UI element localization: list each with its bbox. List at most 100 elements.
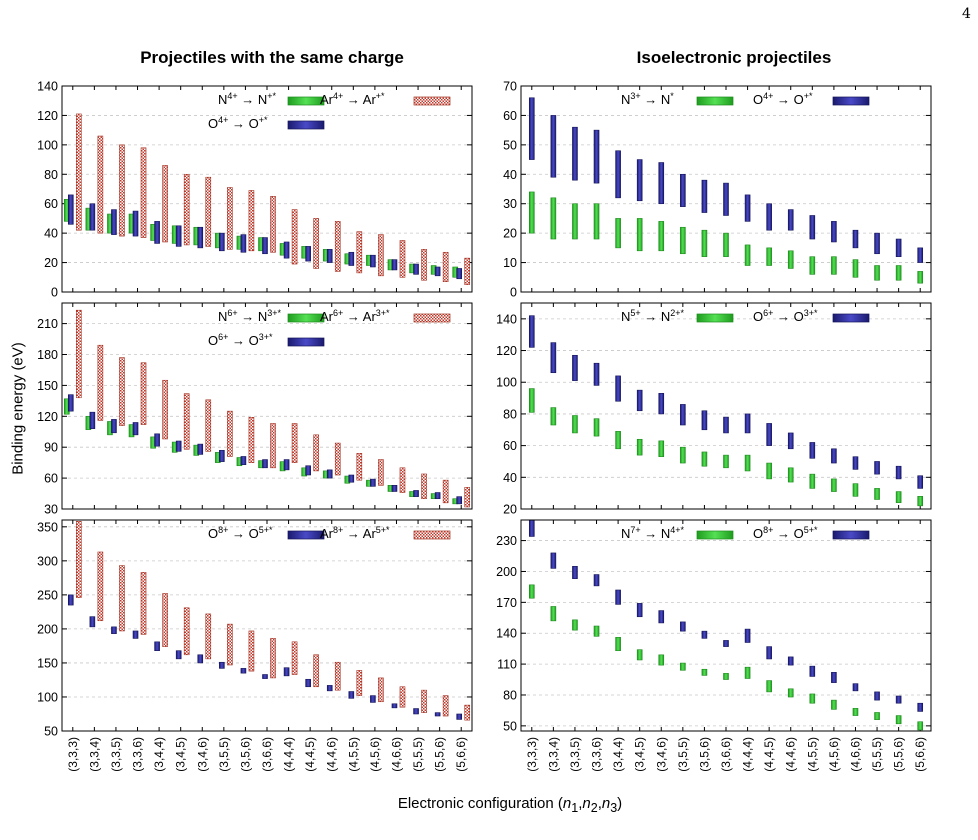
bar-blue-0 — [67, 394, 74, 412]
bar-blue-2 — [572, 126, 578, 181]
y-tick-label: 140 — [37, 80, 58, 94]
x-tick-label: (4,5,6) — [368, 737, 382, 772]
bar-red_hatch-15 — [399, 467, 406, 493]
y-tick-label: 60 — [44, 197, 58, 211]
legend-swatch-1 — [832, 530, 870, 540]
bar-blue-2 — [111, 209, 117, 235]
y-tick-label: 0 — [51, 286, 58, 300]
bar-green-6 — [658, 440, 665, 458]
panel-top-left: 0 20 40 60 80 100 120 140 N4+ → N+* O4+ → O+* Ar4+… — [37, 80, 473, 300]
x-tick-label: (4,4,5) — [762, 737, 776, 772]
bar-blue-11 — [766, 423, 772, 446]
x-axis-label-prefix: Electronic configuration ( — [397, 795, 563, 812]
y-tick-label: 40 — [44, 227, 58, 241]
bar-green-2 — [572, 619, 578, 631]
bar-blue-5 — [175, 650, 182, 660]
y-tick-label: 20 — [503, 227, 517, 241]
bar-blue-18 — [917, 247, 924, 263]
bar-blue-7 — [680, 404, 686, 426]
bar-red_hatch-1 — [97, 135, 104, 234]
x-tick-label: (3,6,6) — [719, 737, 733, 772]
bar-red_hatch-14 — [378, 234, 384, 277]
x-axis-comma-2: , — [597, 795, 602, 812]
bar-green-2 — [572, 203, 578, 240]
bar-green-0 — [528, 388, 535, 413]
bar-blue-4 — [615, 589, 621, 605]
legend-swatch-0 — [696, 530, 734, 540]
bar-blue-13 — [348, 691, 355, 699]
bar-red_hatch-14 — [378, 459, 384, 486]
bar-blue-13 — [348, 251, 355, 266]
bar-blue-3 — [132, 210, 139, 237]
bar-green-18 — [917, 496, 924, 507]
bar-green-17 — [895, 491, 902, 503]
x-axis-comma-1: , — [578, 795, 583, 812]
bar-blue-2 — [111, 626, 117, 634]
bar-blue-8 — [240, 456, 247, 466]
bar-green-15 — [852, 259, 859, 278]
bar-red_hatch-10 — [291, 641, 298, 675]
x-tick-label: (5,6,6) — [913, 737, 927, 772]
x-tick-label: (3,4,4) — [611, 737, 625, 772]
bar-blue-1 — [550, 552, 557, 569]
bar-green-4 — [615, 431, 621, 450]
panel-frame — [520, 85, 932, 293]
bar-green-14 — [831, 699, 837, 710]
x-axis-label: Electronic configuration (n1,n2,n3) — [300, 795, 720, 815]
y-tick-label: 90 — [44, 441, 58, 455]
y-tick-label: 150 — [37, 656, 58, 670]
bar-blue-9 — [262, 459, 268, 469]
bar-red_hatch-2 — [119, 357, 125, 426]
bar-blue-1 — [550, 115, 557, 178]
x-tick-label: (3,4,5) — [174, 737, 188, 772]
y-tick-label: 200 — [496, 565, 517, 579]
x-tick-label: (5,5,6) — [433, 737, 447, 772]
legend-label-0: N6+ → N3+* — [218, 308, 282, 324]
bar-blue-3 — [132, 630, 139, 639]
bar-green-1 — [550, 197, 557, 240]
x-tick-label: (3,5,6) — [238, 737, 252, 772]
legend-swatch-0 — [287, 96, 325, 106]
bar-red_hatch-5 — [183, 607, 190, 656]
bar-red_hatch-0 — [75, 521, 82, 598]
bar-blue-6 — [658, 610, 665, 624]
bar-blue-8 — [240, 668, 247, 674]
y-tick-label: 40 — [503, 168, 517, 182]
panel-frame — [520, 302, 932, 510]
bar-green-16 — [874, 488, 880, 500]
bar-green-4 — [615, 637, 621, 652]
x-axis-var-n1: n — [562, 795, 572, 812]
bar-blue-15 — [391, 485, 398, 492]
x-axis-var-n3: n — [601, 795, 611, 812]
x-tick-label: (4,4,6) — [784, 737, 798, 772]
bar-blue-13 — [348, 474, 355, 483]
bar-red_hatch-9 — [270, 423, 276, 469]
y-tick-label: 50 — [503, 138, 517, 152]
bar-red_hatch-18 — [464, 257, 471, 285]
bar-green-8 — [701, 229, 708, 257]
bar-green-15 — [852, 483, 859, 497]
panel-bottom-right: 50 80 110 140 170 200 230 N7+ → N4+* O8+ → O5+* (… — [496, 519, 932, 772]
bar-blue-10 — [283, 667, 290, 677]
bar-red_hatch-11 — [313, 218, 319, 269]
x-tick-label: (3,4,6) — [654, 737, 668, 772]
x-tick-label: (3,3,6) — [590, 737, 604, 772]
legend-swatch-0 — [696, 313, 734, 323]
bar-blue-12 — [787, 656, 794, 666]
bar-blue-12 — [326, 685, 333, 692]
bar-red_hatch-5 — [183, 393, 190, 450]
bar-green-11 — [766, 247, 772, 266]
y-tick-label: 210 — [37, 317, 58, 331]
bar-blue-14 — [831, 221, 837, 243]
bar-blue-5 — [636, 159, 643, 202]
bar-red_hatch-17 — [442, 251, 449, 282]
x-tick-label: (3,3,5) — [568, 737, 582, 772]
x-tick-label: (4,6,6) — [848, 737, 862, 772]
bar-blue-15 — [852, 229, 859, 249]
bar-green-7 — [680, 226, 686, 255]
bar-green-13 — [809, 256, 816, 275]
bar-green-9 — [723, 673, 729, 680]
bar-green-17 — [895, 265, 902, 281]
y-tick-label: 40 — [503, 471, 517, 485]
